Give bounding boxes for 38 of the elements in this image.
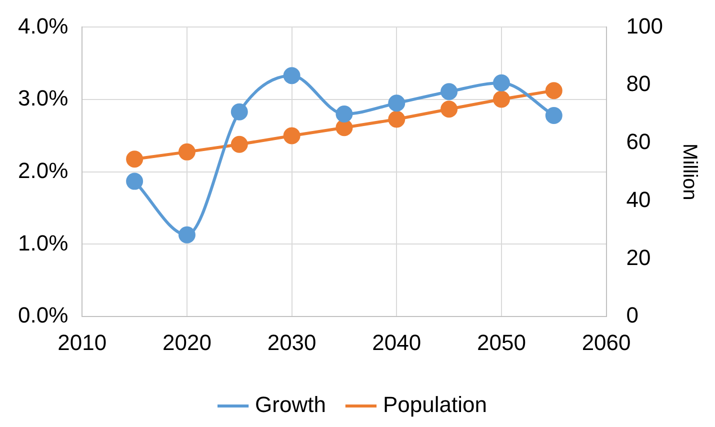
point [230,136,248,153]
y-tick-label: 1.0% [18,230,68,256]
y2-tick-label: 100 [626,13,664,38]
point [283,67,300,84]
point [230,103,248,120]
point [336,106,353,123]
x-tick-label: 2050 [476,330,526,355]
point [440,100,458,118]
y-tick-label: 2.0% [18,158,68,183]
y2-tick-label: 40 [626,186,651,212]
x-tick-label: 2040 [372,330,422,355]
point [178,226,196,244]
y2-tick-label: 0 [626,302,639,328]
point [283,127,300,144]
point [492,90,510,108]
point [545,82,562,100]
y2-axis-title: Million [678,144,700,200]
point [126,150,144,168]
point [126,172,144,190]
point [336,119,353,136]
point [545,106,562,124]
point [440,83,458,100]
x-tick-label: 2010 [58,330,107,355]
x-tick-label: 2060 [582,330,631,355]
y-tick-label: 0.0% [18,302,68,328]
legend-label: Population [382,392,487,418]
x-tick-label: 2020 [162,330,212,355]
y2-tick-label: 60 [626,129,651,154]
point [178,143,196,160]
y-tick-label: 4.0% [18,13,68,38]
point [492,74,510,92]
x-tick-label: 2030 [267,330,316,355]
legend-label: Growth [255,392,326,418]
y2-tick-label: 20 [626,244,651,270]
point [388,110,406,128]
point [388,94,406,112]
y2-tick-label: 80 [626,71,651,96]
y-tick-label: 3.0% [18,86,68,111]
